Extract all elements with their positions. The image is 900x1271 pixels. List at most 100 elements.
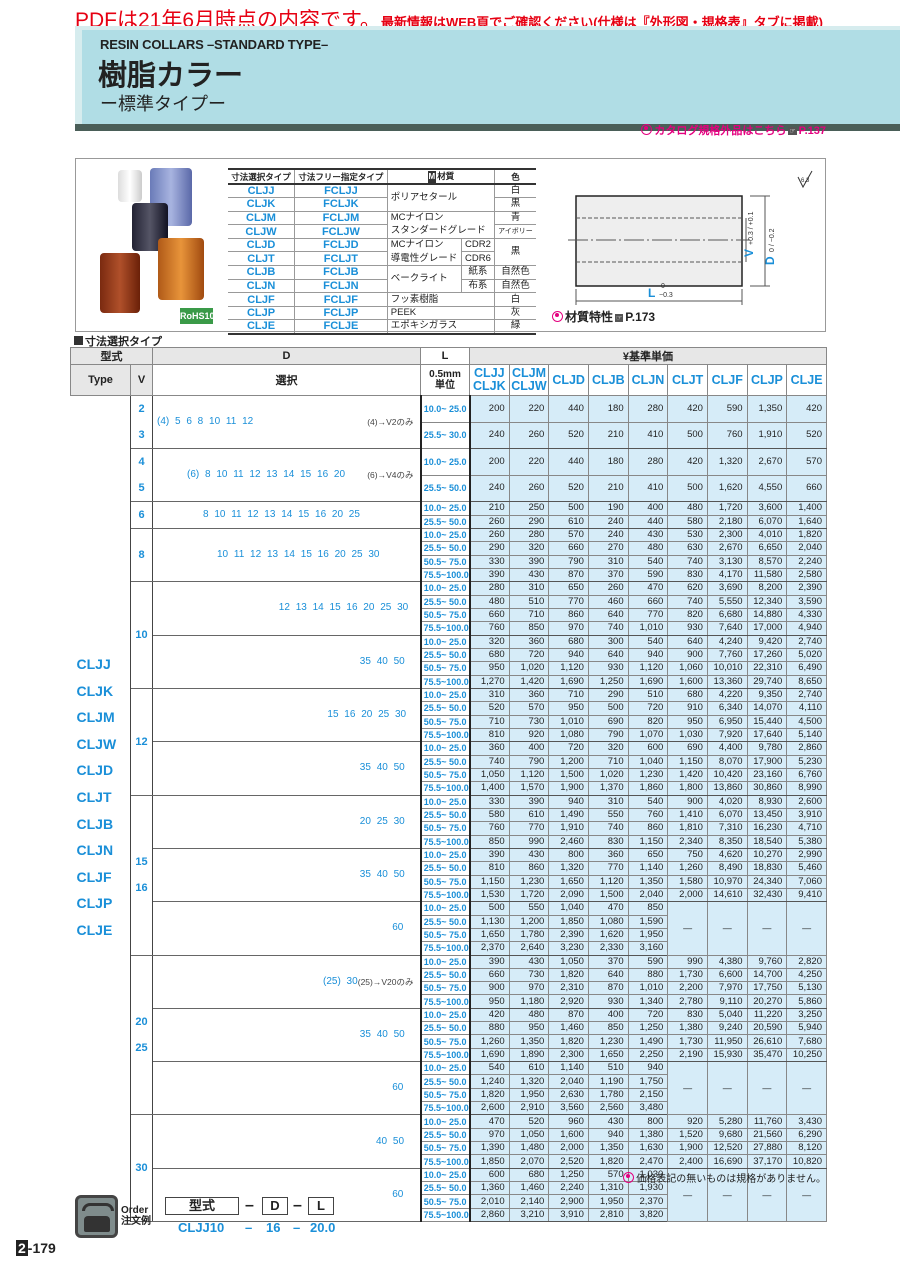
price-cell: 4,710	[786, 821, 827, 836]
price-cell: 760	[469, 621, 510, 636]
price-cell: 500	[667, 475, 708, 502]
price-cell: 470	[588, 901, 629, 916]
price-cell: 1,010	[548, 715, 589, 729]
d-options-cell: 10 11 12 13 14 15 16 20 25 30	[152, 528, 421, 583]
price-cell: 260	[509, 422, 550, 449]
price-cell: 10,270	[747, 848, 788, 863]
price-cell: 280	[628, 448, 669, 476]
color: 青	[494, 211, 536, 226]
table-row: CLJJ CLJK CLJM CLJW CLJD CLJT CLJB CLJN CLJF CLJP…	[70, 395, 827, 1222]
price-cell: 13,860	[707, 781, 748, 796]
length-range: 10.0~ 25.0	[419, 955, 471, 969]
price-cell: 1,850	[548, 915, 589, 929]
price-cell: 1,910	[747, 422, 788, 449]
price-cell: 660	[786, 475, 827, 502]
price-cell: 330	[469, 555, 510, 569]
price-cell: 770	[548, 595, 589, 609]
order-separator: –	[293, 1197, 302, 1214]
v-value: 2	[138, 403, 145, 415]
d-note: (25)→V20のみ	[357, 976, 414, 987]
price-cell: 590	[628, 568, 669, 583]
price-cell: 18,540	[747, 835, 788, 849]
order-label-jp: 注文例	[121, 1216, 151, 1227]
price-cell: 440	[628, 515, 669, 529]
price-cell: 740	[588, 821, 629, 836]
price-cell: 1,350	[588, 1141, 629, 1156]
pin-icon	[623, 1172, 635, 1183]
code: CLJD	[228, 238, 296, 253]
price-cell: 8,570	[747, 555, 788, 569]
price-cell: 1,250	[588, 675, 629, 689]
d-options: 15 16 20 25 30	[327, 709, 407, 721]
table-row: 12 15 16 20 25 30 10.0~ 25.0 310 360 710 290 51…	[71, 688, 827, 796]
table-row: 50.5~ 75.0 1,150 1,230 1,650 1,120 1,350 1,580…	[71, 875, 827, 889]
price-cell: 5,020	[786, 648, 827, 663]
price-cell: 740	[588, 621, 629, 636]
length-range: 25.5~ 50.0	[419, 1021, 471, 1036]
price-cell: 6,680	[707, 608, 748, 623]
color: 自然色	[494, 279, 536, 294]
order-label-en: Order	[121, 1205, 149, 1216]
price-cell: 610	[548, 515, 589, 529]
order-separator: –	[245, 1197, 254, 1214]
price-cell: 370	[588, 568, 629, 583]
table-row: 25.5~ 30.0 240 260 520 210 410 500 760 1,910 520	[71, 422, 827, 449]
price-cell: 950	[548, 701, 589, 716]
price-cell: 1,350	[747, 395, 788, 423]
price-cell: 14,880	[747, 608, 788, 623]
price-cell: 2,190	[667, 1048, 708, 1063]
price-cell: 11,950	[707, 1034, 748, 1049]
price-col-label: CLJM	[511, 366, 546, 380]
price-cell: 9,240	[707, 1021, 748, 1036]
order-separator: –	[245, 1220, 253, 1235]
length-range: 75.5~100.0	[419, 994, 471, 1009]
price-cell: 1,310	[588, 1181, 629, 1196]
v-tolerance: +0.3 / +0.1	[748, 211, 755, 245]
price-cell: 610	[509, 1061, 550, 1076]
d-options: 60	[392, 1188, 404, 1200]
price-cell: 4,380	[707, 955, 748, 969]
price-cell: 360	[509, 688, 550, 703]
material-properties-link[interactable]: 材質特性 ☞ P.173	[552, 308, 655, 325]
price-cell: 7,760	[707, 648, 748, 663]
col-material: M 材質	[387, 168, 495, 185]
table-row: 25.5~ 50.0 480 510 770 460 660 740 5,550 12,340 3…	[71, 595, 827, 609]
price-cell: 7,970	[707, 981, 748, 996]
material: ポリアセタール	[387, 184, 495, 212]
v-cell: 30	[130, 1114, 153, 1223]
table-row: 25.5~ 50.0 810 860 1,320 770 1,140 1,260 8,490 1…	[71, 861, 827, 876]
length-range: 50.5~ 75.0	[419, 715, 471, 729]
type-code: CLJJ	[76, 656, 111, 672]
price-cell: 1,080	[588, 915, 629, 929]
table-row: 50.5~ 75.0 950 1,020 1,120 930 1,120 1,060 10,0…	[71, 661, 827, 676]
price-cell: 7,640	[707, 621, 748, 636]
catalog-nonstandard-link[interactable]: カタログ規格外品はこちら ☞ P.137	[641, 122, 826, 138]
length-range: 25.5~ 50.0	[419, 648, 471, 663]
price-cell: 1,730	[667, 1034, 708, 1049]
price-cell: 1,370	[588, 781, 629, 796]
type-code: CLJD	[76, 762, 114, 779]
length-range: 25.5~ 50.0	[419, 515, 471, 529]
price-col-header: CLJJ CLJK	[469, 364, 510, 396]
price-cell: 9,760	[747, 955, 788, 969]
price-cell: 6,760	[786, 768, 827, 783]
price-cell: 420	[469, 1008, 510, 1023]
price-cell: 870	[548, 568, 589, 583]
price-cell: 710	[588, 755, 629, 769]
price-cell: 12,340	[747, 595, 788, 609]
price-cell: 1,020	[588, 768, 629, 783]
price-cell: 920	[509, 728, 550, 743]
price-cell: 1,380	[628, 1128, 669, 1143]
price-cell: 880	[469, 1021, 510, 1036]
header-d: D	[152, 347, 421, 365]
table-row: 75.5~100.0 1,270 1,420 1,690 1,250 1,690 1,600…	[71, 675, 827, 689]
free-code: FCLJE	[294, 319, 388, 335]
price-cell: 1,320	[509, 1074, 550, 1089]
price-cell: 5,550	[707, 595, 748, 609]
price-cell: 1,810	[667, 821, 708, 836]
price-cell: 1,150	[667, 755, 708, 769]
price-cell: 1,030	[667, 728, 708, 743]
price-cell: 8,070	[707, 755, 748, 769]
price-cell: 8,350	[707, 835, 748, 849]
price-cell: 1,410	[667, 808, 708, 823]
